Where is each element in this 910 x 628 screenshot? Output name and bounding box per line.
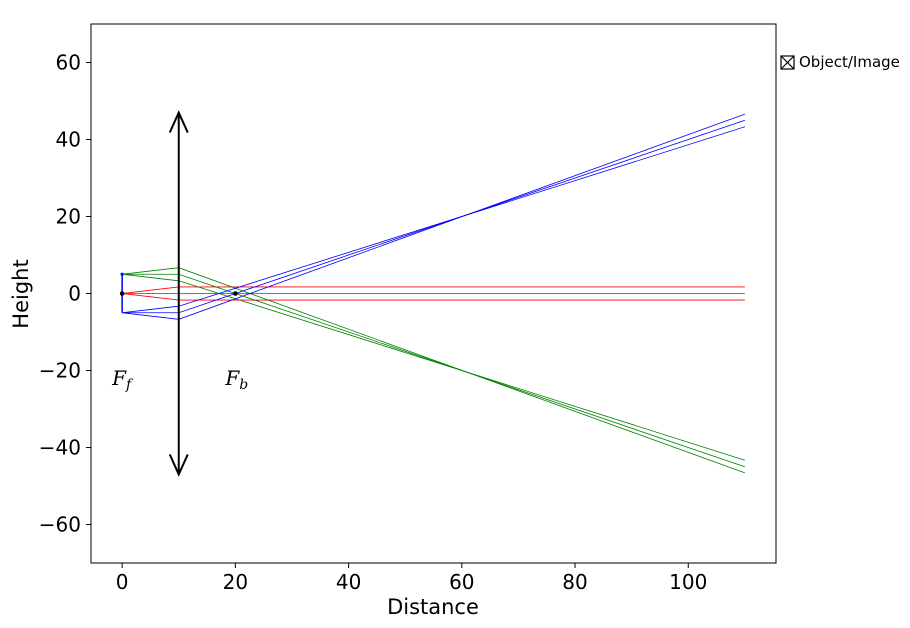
object-tip-marker: [120, 272, 124, 276]
legend-label: Object/Image: [799, 53, 900, 71]
x-tick-label-60: 60: [449, 570, 474, 594]
x-tick-label-80: 80: [562, 570, 587, 594]
focal-point-marker-f: [119, 291, 125, 296]
focal-point-marker-b: [233, 291, 238, 296]
object-image-legend-icon: [780, 54, 795, 70]
ticks-group: 0 20 40 60 80 100 −60 −40 −20 0 20 40 60: [39, 51, 708, 595]
y-tick-label--20: −20: [39, 359, 81, 383]
y-tick-label-0: 0: [68, 282, 81, 306]
lens-arrow-bottom: [168, 454, 189, 477]
x-tick-label-0: 0: [116, 570, 129, 594]
x-tick-label-40: 40: [336, 570, 361, 594]
y-axis-label: Height: [9, 259, 33, 328]
legend: Object/Image: [780, 53, 900, 71]
y-tick-label--60: −60: [39, 513, 81, 537]
y-tick-label--40: −40: [39, 436, 81, 460]
y-tick-label-60: 60: [56, 51, 81, 75]
x-axis-label: Distance: [387, 595, 479, 619]
y-tick-label-40: 40: [56, 128, 81, 152]
x-tick-label-100: 100: [669, 570, 707, 594]
y-tick-label-20: 20: [56, 205, 81, 229]
x-tick-label-20: 20: [223, 570, 248, 594]
lens-arrow-top: [168, 110, 189, 133]
